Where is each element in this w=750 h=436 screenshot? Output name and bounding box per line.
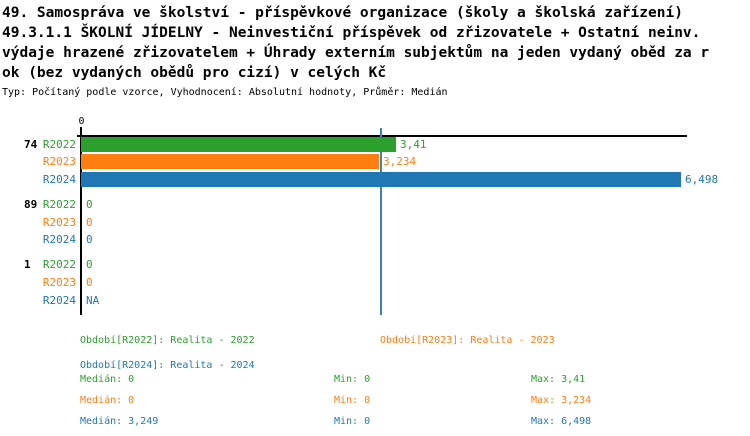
chart-row: R2024 NA <box>0 293 750 308</box>
series-label: R2022 <box>42 258 76 271</box>
legend-item-r2022: Období[R2022]: Realita - 2022 <box>80 335 255 346</box>
stat-max: Max: 6,498 <box>531 416 592 427</box>
series-label: R2022 <box>42 198 76 211</box>
value-label: 3,234 <box>383 155 417 168</box>
legend-item-r2023: Období[R2023]: Realita - 2023 <box>380 335 555 346</box>
value-label: 0 <box>86 276 93 289</box>
series-label: R2024 <box>42 233 76 246</box>
series-label: R2023 <box>42 155 76 168</box>
value-label: NA <box>86 294 100 307</box>
value-label: 0 <box>86 258 93 271</box>
page-title-line-3: výdaje hrazené zřizovatelem + Úhrady ext… <box>2 45 710 61</box>
y-axis-line <box>80 127 82 315</box>
stats-row-r2024: Medián: 3,249 Min: 0 Max: 6,498 <box>0 416 750 428</box>
page-title-line-2: 49.3.1.1 ŠKOLNÍ JÍDELNY - Neinvestiční p… <box>2 25 701 41</box>
chart-row: R2022 0 <box>0 197 750 212</box>
bar <box>81 154 379 169</box>
stat-min: Min: 0 <box>334 374 371 385</box>
x-axis-tick-label-0: 0 <box>78 116 85 127</box>
page-title-line-1: 49. Samospráva ve školství - příspěvkové… <box>2 5 683 21</box>
chart-row: R2022 0 <box>0 257 750 272</box>
chart-row: R2023 0 <box>0 215 750 230</box>
value-label: 0 <box>86 198 93 211</box>
chart-row: R2022 3,41 <box>0 137 750 152</box>
stats-row-r2022: Medián: 0 Min: 0 Max: 3,41 <box>0 374 750 386</box>
value-label: 0 <box>86 216 93 229</box>
bar <box>81 172 681 187</box>
legend-item-r2024: Období[R2024]: Realita - 2024 <box>80 360 255 371</box>
indicator-meta-line: Typ: Počítaný podle vzorce, Vyhodnocení:… <box>2 87 448 98</box>
stat-min: Min: 0 <box>334 395 371 406</box>
group-label: 89 <box>24 198 38 211</box>
stat-min: Min: 0 <box>334 416 371 427</box>
stat-median: Medián: 3,249 <box>80 416 159 427</box>
series-label: R2024 <box>42 173 76 186</box>
chart-row: R2023 3,234 <box>0 154 750 169</box>
stat-median: Medián: 0 <box>80 374 135 385</box>
series-label: R2023 <box>42 276 76 289</box>
page-title-line-4: ok (bez vydaných obědů pro cizí) v celýc… <box>2 65 387 81</box>
stats-row-r2023: Medián: 0 Min: 0 Max: 3,234 <box>0 395 750 407</box>
stat-max: Max: 3,41 <box>531 374 586 385</box>
value-label: 0 <box>86 233 93 246</box>
group-label: 74 <box>24 138 38 151</box>
series-label: R2023 <box>42 216 76 229</box>
chart-row: R2024 6,498 <box>0 172 750 187</box>
chart-row: R2023 0 <box>0 275 750 290</box>
value-label: 3,41 <box>400 138 427 151</box>
chart-row: R2024 0 <box>0 232 750 247</box>
stat-median: Medián: 0 <box>80 395 135 406</box>
group-label: 1 <box>24 258 31 271</box>
series-label: R2022 <box>42 138 76 151</box>
stat-max: Max: 3,234 <box>531 395 592 406</box>
x-axis-line <box>77 135 687 137</box>
median-line <box>380 128 382 315</box>
bar <box>81 137 396 152</box>
value-label: 6,498 <box>685 173 719 186</box>
series-label: R2024 <box>42 294 76 307</box>
